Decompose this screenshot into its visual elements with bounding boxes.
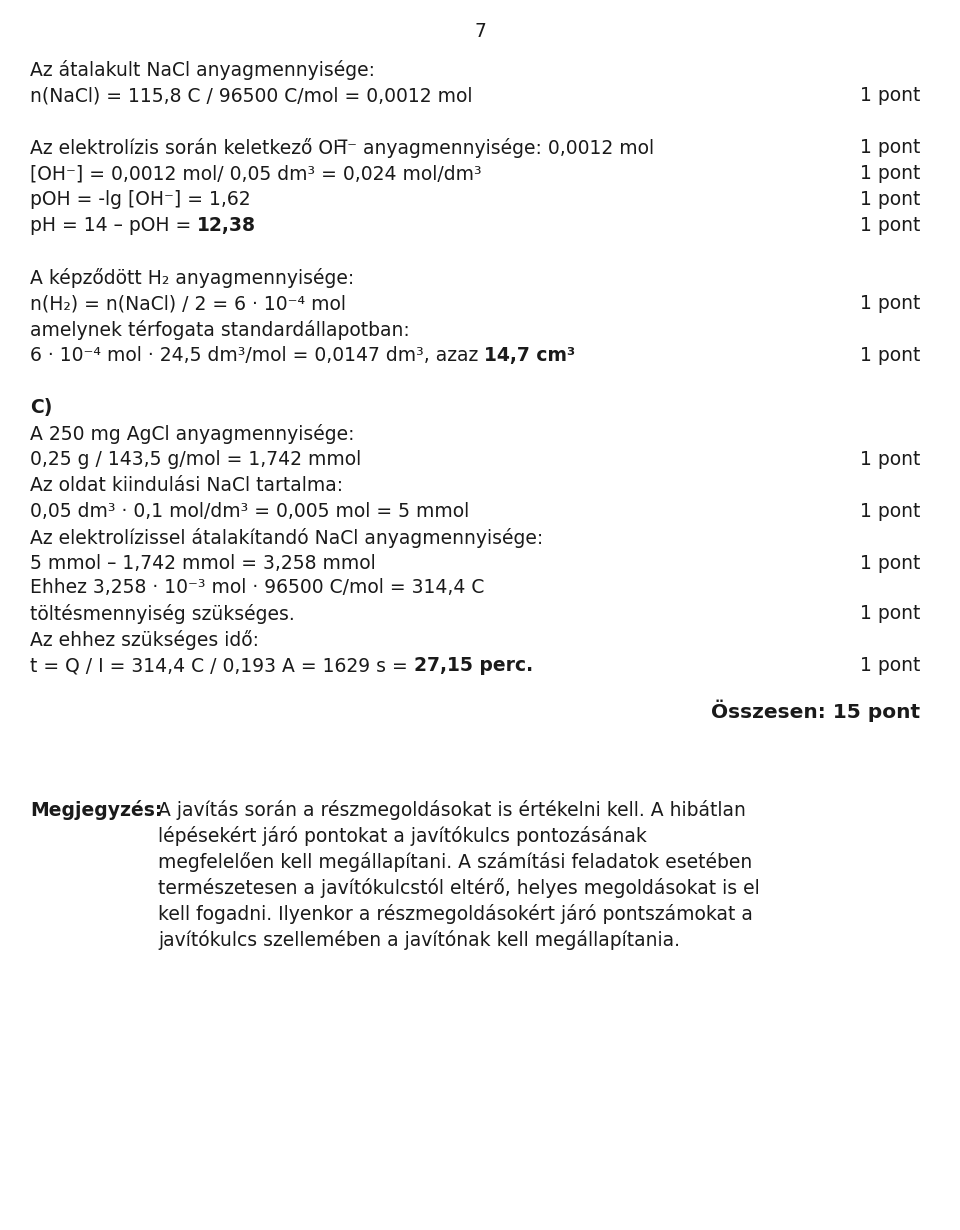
Text: töltésmennyiség szükséges.: töltésmennyiség szükséges.: [30, 604, 295, 624]
Text: A javítás során a részmegoldásokat is értékelni kell. A hibátlan: A javítás során a részmegoldásokat is ér…: [158, 800, 746, 820]
Text: pH = 14 – pOH =: pH = 14 – pOH =: [30, 216, 197, 235]
Text: Ehhez 3,258 · 10⁻³ mol · 96500 C/mol = 314,4 C: Ehhez 3,258 · 10⁻³ mol · 96500 C/mol = 3…: [30, 578, 485, 597]
Text: [OH⁻] = 0,0012 mol/ 0,05 dm³ = 0,024 mol/dm³: [OH⁻] = 0,0012 mol/ 0,05 dm³ = 0,024 mol…: [30, 164, 482, 183]
Text: 1 pont: 1 pont: [859, 346, 920, 365]
Text: 14,7 cm³: 14,7 cm³: [484, 346, 575, 365]
Text: 12,38: 12,38: [197, 216, 256, 235]
Text: C): C): [30, 399, 53, 417]
Text: javítókulcs szellemében a javítónak kell megállapítania.: javítókulcs szellemében a javítónak kell…: [158, 930, 680, 950]
Text: Az elektrolízissel átalakítandó NaCl anyagmennyisége:: Az elektrolízissel átalakítandó NaCl any…: [30, 528, 543, 549]
Text: Az átalakult NaCl anyagmennyisége:: Az átalakult NaCl anyagmennyisége:: [30, 60, 375, 80]
Text: n(H₂) = n(NaCl) / 2 = 6 · 10⁻⁴ mol: n(H₂) = n(NaCl) / 2 = 6 · 10⁻⁴ mol: [30, 294, 346, 312]
Text: kell fogadni. Ilyenkor a részmegoldásokért járó pontszámokat a: kell fogadni. Ilyenkor a részmegoldásoké…: [158, 904, 753, 924]
Text: 1 pont: 1 pont: [859, 656, 920, 675]
Text: n(NaCl) = 115,8 C / 96500 C/mol = 0,0012 mol: n(NaCl) = 115,8 C / 96500 C/mol = 0,0012…: [30, 86, 472, 105]
Text: 7: 7: [474, 22, 486, 41]
Text: 1 pont: 1 pont: [859, 216, 920, 235]
Text: Az oldat kiindulási NaCl tartalma:: Az oldat kiindulási NaCl tartalma:: [30, 476, 343, 494]
Text: 27,15 perc.: 27,15 perc.: [414, 656, 533, 675]
Text: Összesen: 15 pont: Összesen: 15 pont: [710, 700, 920, 722]
Text: lépésekért járó pontokat a javítókulcs pontozásának: lépésekért járó pontokat a javítókulcs p…: [158, 827, 647, 846]
Text: t = Q / I = 314,4 C / 0,193 A = 1629 s =: t = Q / I = 314,4 C / 0,193 A = 1629 s =: [30, 656, 414, 675]
Text: megfelelően kell megállapítani. A számítási feladatok esetében: megfelelően kell megállapítani. A számít…: [158, 852, 753, 872]
Text: 5 mmol – 1,742 mmol = 3,258 mmol: 5 mmol – 1,742 mmol = 3,258 mmol: [30, 554, 375, 573]
Text: 1 pont: 1 pont: [859, 86, 920, 105]
Text: A 250 mg AgCl anyagmennyisége:: A 250 mg AgCl anyagmennyisége:: [30, 424, 354, 444]
Text: 1 pont: 1 pont: [859, 450, 920, 469]
Text: 1 pont: 1 pont: [859, 294, 920, 312]
Text: pOH = -lg [OH⁻] = 1,62: pOH = -lg [OH⁻] = 1,62: [30, 189, 251, 209]
Text: Az ehhez szükséges idő:: Az ehhez szükséges idő:: [30, 630, 259, 649]
Text: A képződött H₂ anyagmennyisége:: A képződött H₂ anyagmennyisége:: [30, 268, 354, 288]
Text: 1 pont: 1 pont: [859, 138, 920, 157]
Text: 6 · 10⁻⁴ mol · 24,5 dm³/mol = 0,0147 dm³, azaz: 6 · 10⁻⁴ mol · 24,5 dm³/mol = 0,0147 dm³…: [30, 346, 484, 365]
Text: 1 pont: 1 pont: [859, 604, 920, 624]
Text: 0,05 dm³ · 0,1 mol/dm³ = 0,005 mol = 5 mmol: 0,05 dm³ · 0,1 mol/dm³ = 0,005 mol = 5 m…: [30, 502, 469, 522]
Text: Az elektrolízis során keletkező OH̅⁻ anyagmennyisége: 0,0012 mol: Az elektrolízis során keletkező OH̅⁻ any…: [30, 138, 654, 157]
Text: amelynek térfogata standardállapotban:: amelynek térfogata standardállapotban:: [30, 320, 410, 339]
Text: 1 pont: 1 pont: [859, 189, 920, 209]
Text: 1 pont: 1 pont: [859, 502, 920, 522]
Text: Megjegyzés:: Megjegyzés:: [30, 800, 162, 820]
Text: 0,25 g / 143,5 g/mol = 1,742 mmol: 0,25 g / 143,5 g/mol = 1,742 mmol: [30, 450, 361, 469]
Text: 1 pont: 1 pont: [859, 554, 920, 573]
Text: természetesen a javítókulcstól eltérő, helyes megoldásokat is el: természetesen a javítókulcstól eltérő, h…: [158, 878, 759, 898]
Text: 1 pont: 1 pont: [859, 164, 920, 183]
